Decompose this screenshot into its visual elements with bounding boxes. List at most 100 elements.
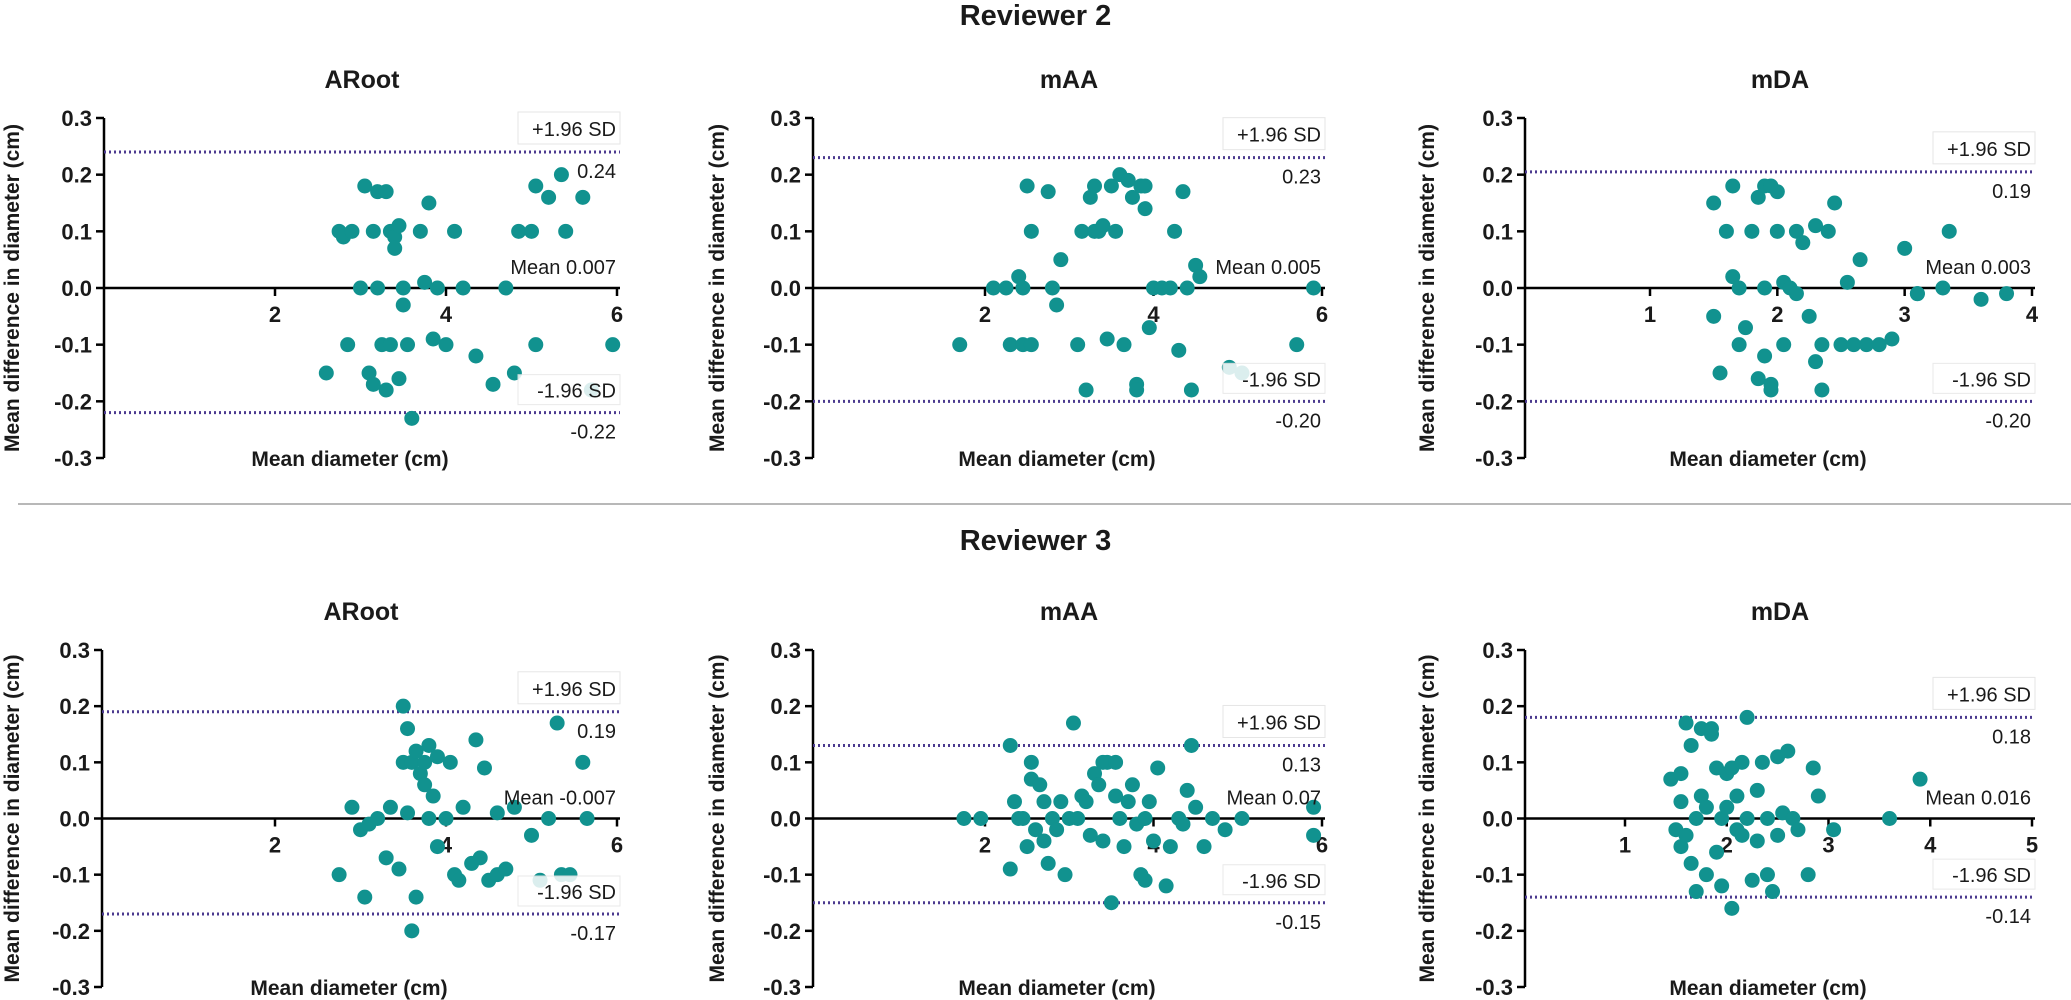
data-point: [425, 788, 441, 804]
y-tick-label: -0.1: [1475, 333, 1513, 358]
data-point: [1788, 223, 1804, 239]
y-tick-label: -0.1: [763, 863, 801, 888]
y-tick-label: 0.2: [61, 163, 92, 188]
y-tick-label: 0.3: [59, 638, 90, 663]
data-point: [1137, 178, 1153, 194]
lower-sd-label: -1.96 SD: [1952, 369, 2031, 391]
data-point: [553, 167, 569, 183]
data-point: [421, 811, 437, 826]
upper-sd-value: 0.19: [577, 721, 616, 743]
data-point: [391, 861, 407, 877]
data-point: [1719, 799, 1735, 815]
data-point: [357, 889, 373, 905]
y-tick-label: -0.1: [1475, 863, 1513, 888]
data-point: [1057, 867, 1073, 883]
data-point: [998, 280, 1014, 296]
y-tick-label: -0.3: [54, 446, 92, 471]
y-tick-label: 0.2: [59, 694, 90, 719]
data-point: [1750, 371, 1766, 387]
y-axis-label: Mean difference in diameter (cm): [1, 124, 24, 452]
data-point: [1065, 715, 1081, 731]
data-point: [412, 766, 428, 782]
data-point: [365, 376, 381, 392]
data-point: [1137, 872, 1153, 888]
panel-title: mAA: [1040, 598, 1098, 626]
data-point: [1678, 827, 1694, 843]
data-point: [973, 811, 989, 826]
y-tick-label: 0.0: [770, 276, 801, 301]
data-point: [1734, 827, 1750, 843]
x-axis-label: Mean diameter (cm): [958, 448, 1155, 471]
data-point: [1688, 884, 1704, 900]
x-tick-label: 4: [440, 302, 453, 327]
data-point: [1175, 816, 1191, 832]
data-point: [1188, 257, 1204, 273]
lower-sd-value: -0.20: [1275, 410, 1321, 432]
data-point: [1808, 354, 1824, 370]
data-point: [1129, 382, 1145, 398]
data-point: [1217, 822, 1233, 838]
data-point: [1712, 365, 1728, 381]
y-tick-label: 0.1: [59, 750, 90, 775]
data-point: [1011, 269, 1027, 285]
data-point: [1839, 274, 1855, 290]
y-tick-label: -0.3: [1475, 446, 1513, 471]
data-point: [417, 274, 433, 290]
data-point: [1087, 178, 1103, 194]
upper-sd-label: +1.96 SD: [532, 679, 616, 701]
x-axis-label: Mean diameter (cm): [1669, 448, 1866, 471]
data-point: [1204, 811, 1220, 826]
data-point: [541, 189, 557, 205]
data-point: [1103, 178, 1119, 194]
y-tick-label: -0.2: [1475, 919, 1513, 944]
data-point: [498, 861, 514, 877]
data-point: [391, 218, 407, 234]
data-point: [1306, 799, 1322, 815]
data-point: [1124, 777, 1140, 793]
data-point: [1750, 189, 1766, 205]
data-point: [1814, 382, 1830, 398]
data-point: [1739, 709, 1755, 725]
data-point: [1095, 833, 1111, 849]
data-point: [1871, 337, 1887, 353]
x-tick-label: 2: [1771, 302, 1783, 327]
x-tick-label: 2: [979, 302, 991, 327]
data-point: [1141, 320, 1157, 336]
lower-sd-label: -1.96 SD: [537, 381, 616, 403]
data-point: [1858, 337, 1874, 353]
data-point: [318, 365, 334, 381]
data-point: [524, 223, 539, 239]
data-point: [1731, 337, 1747, 353]
reviewer-3-title: Reviewer 3: [959, 525, 1112, 557]
data-point: [1091, 777, 1107, 793]
data-point: [1882, 811, 1898, 826]
lower-sd-label-box: [517, 875, 621, 907]
data-point: [417, 777, 433, 793]
data-point: [344, 223, 360, 239]
data-point: [1103, 895, 1119, 911]
y-tick-label: -0.2: [1475, 389, 1513, 414]
data-point: [1137, 811, 1153, 826]
data-point: [1714, 878, 1730, 894]
data-point: [1289, 337, 1305, 353]
data-point: [1141, 794, 1157, 810]
data-point: [1744, 223, 1760, 239]
upper-sd-label-box: [1932, 131, 2036, 165]
y-tick-label: -0.3: [763, 975, 801, 1000]
data-point: [1175, 184, 1191, 200]
x-tick-label: 6: [611, 833, 623, 858]
upper-sd-label: +1.96 SD: [1237, 712, 1321, 734]
data-point: [1935, 280, 1951, 296]
data-point: [1757, 280, 1773, 296]
data-point: [1078, 794, 1094, 810]
data-point: [455, 799, 471, 815]
x-tick-label: 2: [269, 833, 281, 858]
lower-sd-label-box: [517, 374, 621, 406]
data-point: [1074, 223, 1090, 239]
data-point: [1108, 788, 1124, 804]
data-point: [1912, 771, 1928, 787]
y-tick-label: -0.1: [54, 333, 92, 358]
data-point: [1765, 884, 1781, 900]
data-point: [1776, 337, 1792, 353]
data-point: [1897, 240, 1913, 256]
